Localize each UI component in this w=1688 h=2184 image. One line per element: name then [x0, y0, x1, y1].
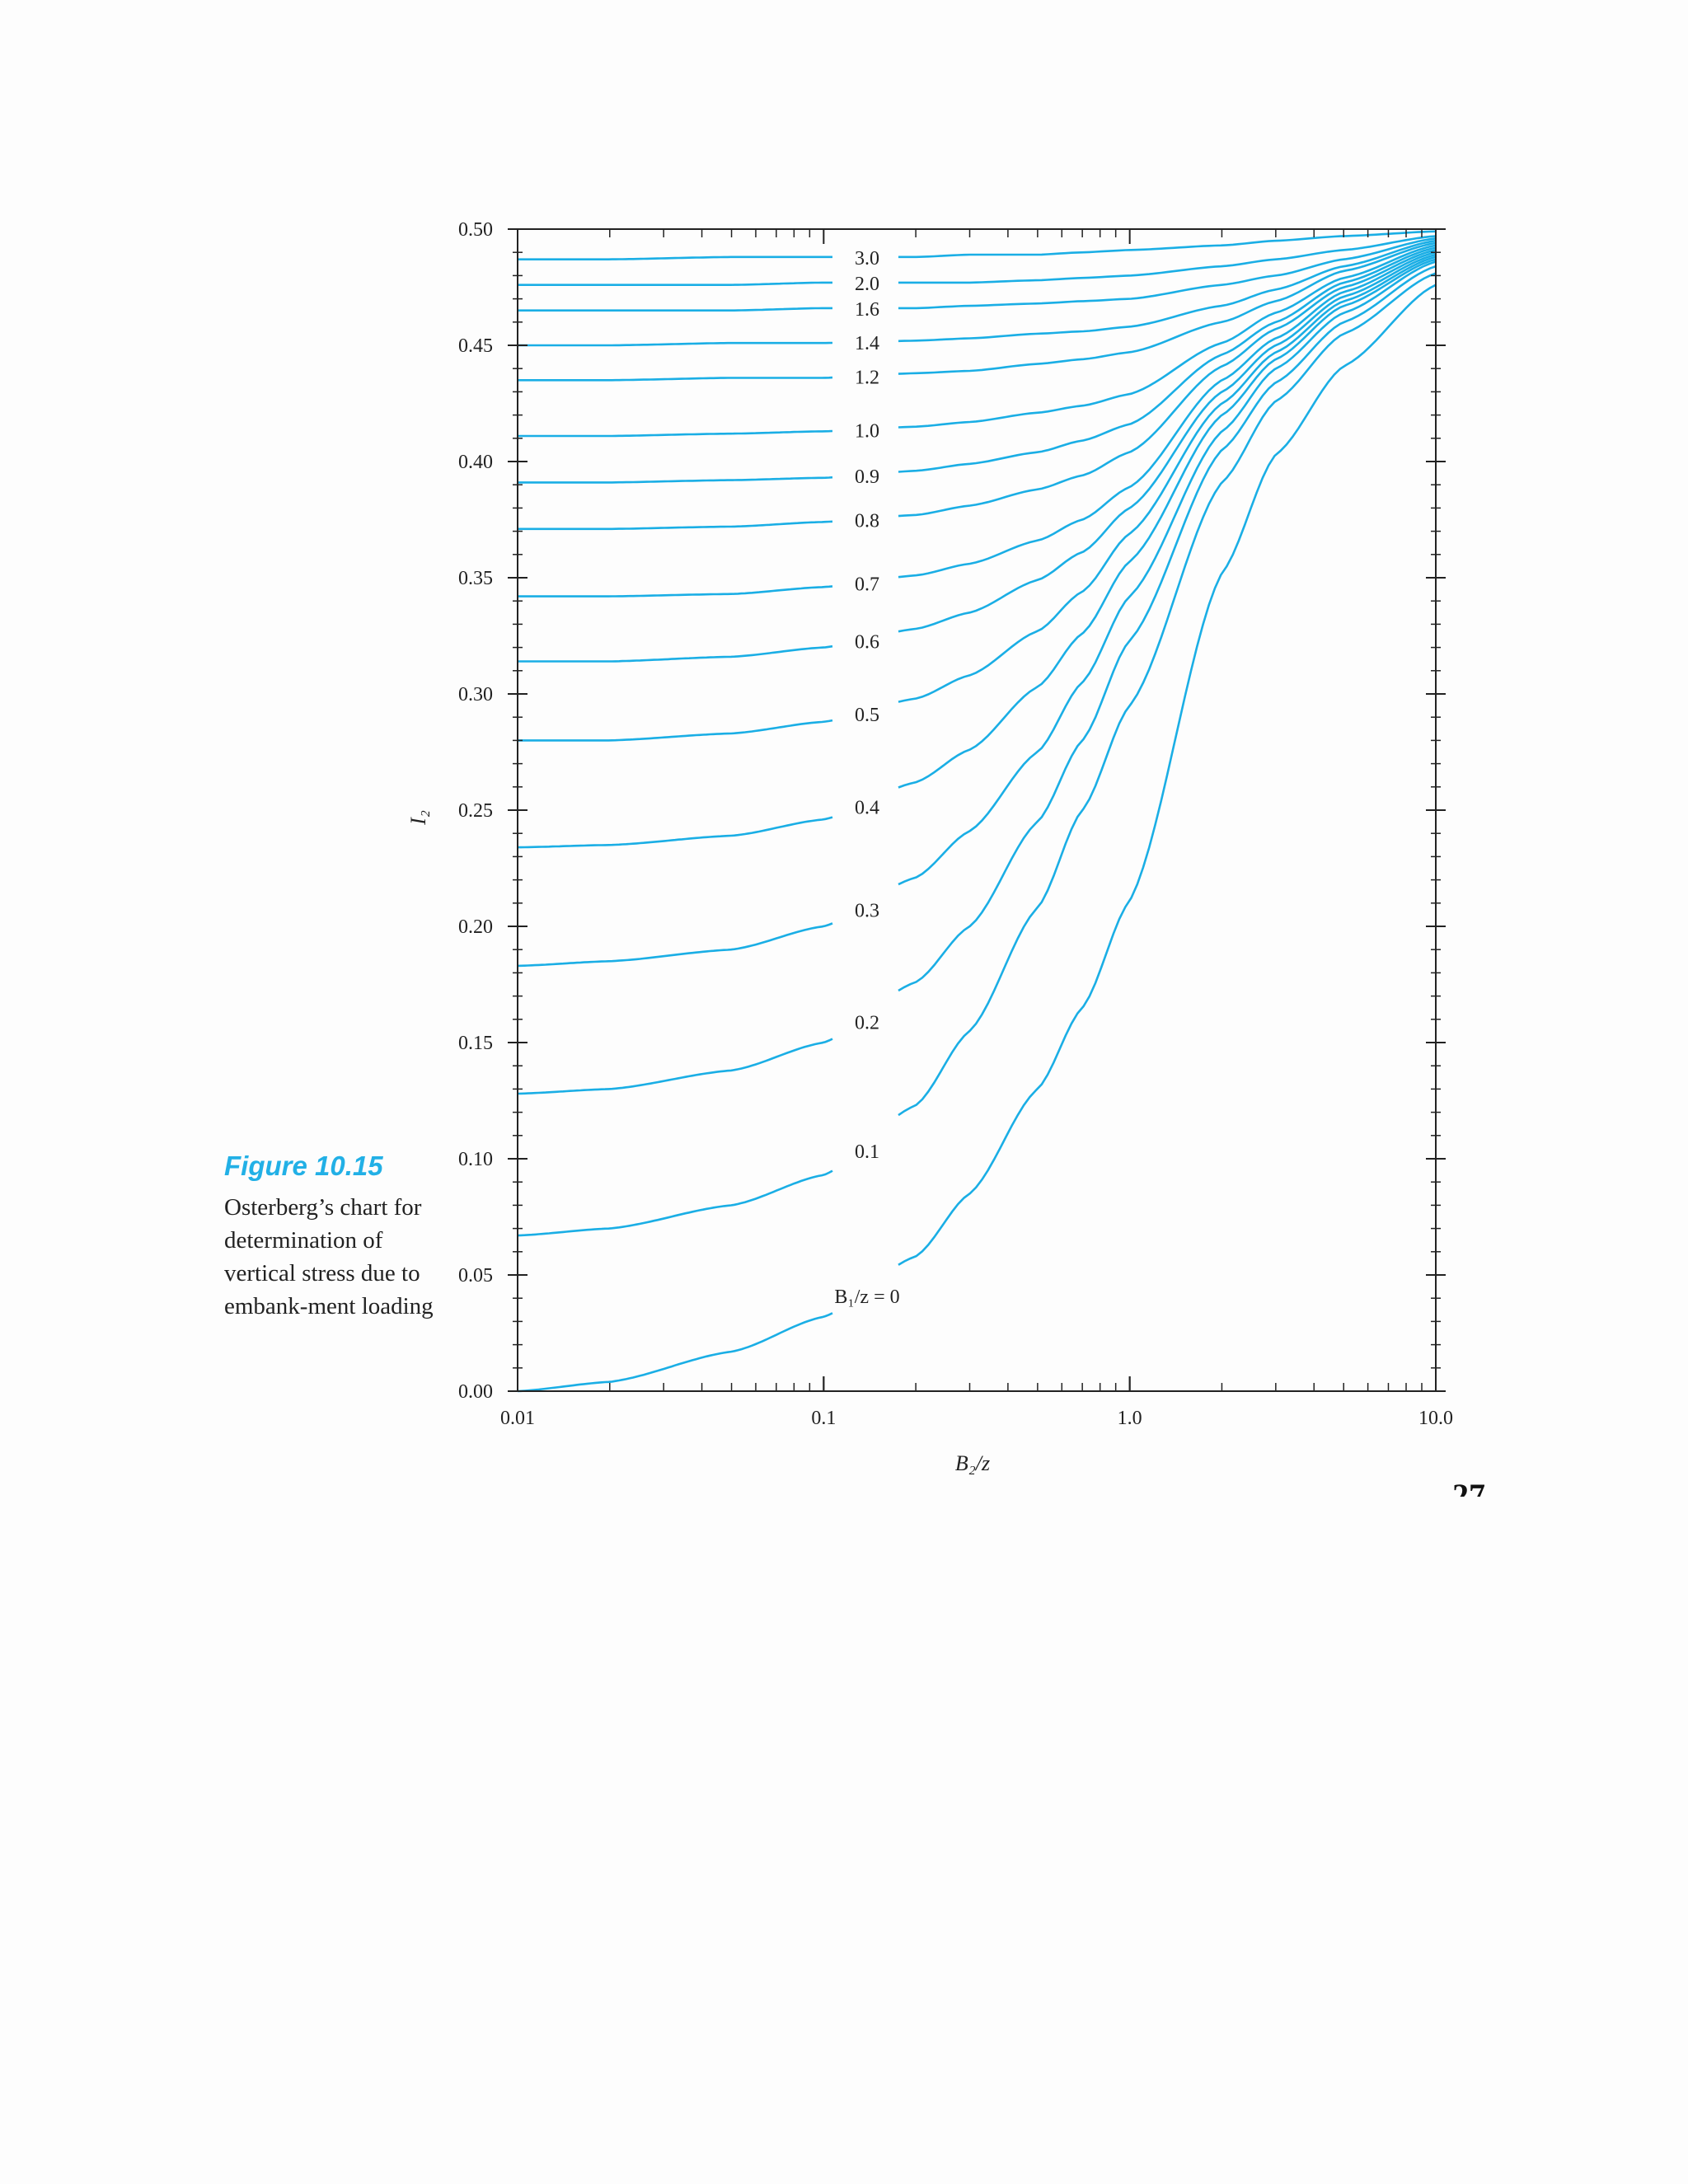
curve-1-0-right — [898, 244, 1437, 429]
y-tick-label: 0.15 — [458, 1033, 493, 1054]
curve-label-0-3: 0.3 — [855, 900, 879, 921]
curve-labels-group: B₁/z = 0 0.1 0.2 0.3 0.4 0.5 0.6 0.7 0.8 0.9 1.0 1.… — [834, 248, 899, 1308]
plot-frame — [517, 228, 1437, 1392]
x-tick-label: 1.0 — [1118, 1408, 1142, 1429]
curve-label-0-4: 0.4 — [855, 797, 879, 818]
curve-0-6-left — [518, 644, 833, 663]
curve-3-0-left — [518, 255, 832, 260]
y-tick-label: 0.30 — [458, 684, 493, 705]
curve-0-8-right — [898, 249, 1437, 518]
curve-0-1-left — [517, 1169, 833, 1237]
curve-0-3-right — [898, 260, 1437, 886]
curve-label-0-7: 0.7 — [855, 574, 879, 595]
curve-label-2-0: 2.0 — [855, 274, 879, 295]
x-tick-label: 10.0 — [1418, 1408, 1453, 1429]
axes-group: 0.00 0.05 0.10 0.15 0.20 0.25 0.30 0.35 0.40 0.45… — [458, 219, 1453, 1429]
curve-label-0-8: 0.8 — [855, 510, 879, 532]
curve-label-0-2: 0.2 — [855, 1012, 879, 1033]
y-tick-label: 0.50 — [458, 219, 493, 241]
curve-0-6-right — [898, 253, 1437, 633]
y-tick-label: 0.05 — [458, 1265, 493, 1286]
curve-1-0-left — [518, 429, 833, 438]
figure-label: Figure 10.15 — [224, 1151, 383, 1181]
y-tick-label: 0.20 — [458, 916, 493, 938]
curve-b-z-0-left — [517, 1312, 833, 1393]
curve-0-2-left — [517, 1038, 833, 1095]
curve-0-1-right — [898, 272, 1437, 1117]
curve-0-9-left — [518, 476, 833, 484]
curve-1-6-left — [518, 307, 832, 312]
y-tick-label: 0.00 — [458, 1381, 493, 1403]
curve-label-1-4: 1.4 — [855, 333, 879, 354]
curve-label-1-0: 1.0 — [855, 420, 879, 442]
curve-label-0-6: 0.6 — [855, 632, 879, 654]
curve-1-2-right — [898, 241, 1437, 375]
curve-3-0-right — [898, 230, 1437, 259]
curve-1-4-right — [898, 239, 1437, 343]
curve-0-4-right — [898, 258, 1437, 789]
y-tick-label: 0.25 — [458, 800, 493, 822]
y-tick-label: 0.40 — [458, 452, 493, 473]
curve-label-1-2: 1.2 — [855, 368, 879, 389]
y-tick-label: 0.10 — [458, 1149, 493, 1170]
figure-caption: Figure 10.15 Osterberg’s chart for deter… — [224, 1150, 438, 1323]
curve-label-b-z-0: B₁/z = 0 — [834, 1286, 899, 1308]
x-axis-label: B₂/z — [955, 1451, 990, 1475]
figure-caption-text: Osterberg’s chart for determination of v… — [224, 1194, 434, 1319]
curve-1-6-right — [898, 237, 1437, 310]
curve-b-z-0-right — [898, 284, 1437, 1266]
curve-0-3-left — [517, 922, 833, 968]
curve-0-5-left — [518, 719, 833, 742]
page-number: 27 — [1452, 1477, 1485, 1497]
curves-group — [517, 230, 1437, 1393]
y-tick-label: 0.35 — [458, 568, 493, 589]
curve-2-0-left — [518, 281, 832, 286]
curve-label-3-0: 3.0 — [855, 248, 879, 269]
curve-0-2-right — [898, 265, 1437, 992]
curve-0-7-left — [518, 585, 833, 598]
x-tick-label: 0.1 — [811, 1408, 836, 1429]
curve-label-0-1: 0.1 — [855, 1141, 879, 1163]
curve-0-7-right — [898, 251, 1437, 579]
curve-label-0-9: 0.9 — [855, 466, 879, 488]
curve-1-4-left — [518, 341, 833, 347]
curve-0-8-left — [518, 520, 833, 531]
curve-0-9-right — [898, 246, 1437, 473]
curve-label-1-6: 1.6 — [855, 299, 879, 321]
curve-label-0-5: 0.5 — [855, 705, 879, 726]
x-tick-label: 0.01 — [500, 1408, 535, 1429]
curve-0-4-left — [518, 816, 833, 849]
curve-0-5-right — [898, 255, 1437, 703]
y-tick-label: 0.45 — [458, 335, 493, 357]
curve-1-2-left — [518, 376, 833, 382]
y-axis-label: I₂ — [406, 810, 430, 826]
curve-2-0-right — [898, 235, 1437, 284]
